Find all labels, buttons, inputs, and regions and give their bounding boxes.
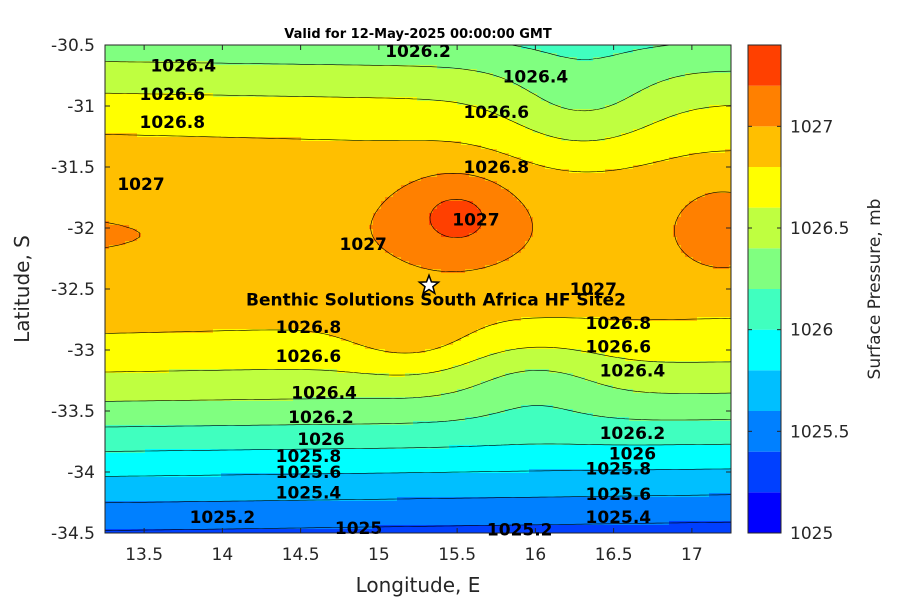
contour-label: 1026.2	[288, 408, 354, 428]
contour-label: 1026.6	[139, 85, 205, 105]
colorbar-tick-label: 1026.5	[790, 219, 849, 239]
y-axis-label: Latitude, S	[10, 235, 34, 343]
contour-label: 1025.4	[586, 508, 652, 528]
contour-label: 1026.8	[463, 158, 529, 178]
y-tick-label: -33	[67, 341, 95, 361]
contour-label: 1026.8	[276, 318, 342, 338]
contour-label: 1025.2	[190, 508, 256, 528]
colorbar-swatch	[748, 167, 781, 208]
colorbar-frame	[747, 44, 782, 534]
contour-label: 1025.8	[586, 459, 652, 479]
contour-line	[105, 134, 731, 354]
colorbar-swatch	[748, 289, 781, 330]
y-tick-label: -31.5	[51, 158, 95, 178]
colorbar-tick-label: 1025	[790, 524, 833, 544]
x-tick-label: 16.5	[595, 545, 633, 565]
colorbar-tick-label: 1026	[790, 321, 833, 341]
contour-line	[105, 494, 731, 504]
contour-label: 1027	[340, 235, 387, 255]
x-tick-label: 15	[368, 545, 390, 565]
contour-label: 1026.6	[586, 337, 652, 357]
colorbar: 1025 1025.5 1026 1026.5 1027	[748, 45, 849, 544]
plot-area	[105, 45, 731, 533]
contour-label: 1025	[335, 519, 382, 539]
contour-labels: 1026.2 1026.4 1026.4 1026.6 1026.6 1026.8 1026…	[117, 42, 665, 540]
contour-label: 1025.6	[586, 485, 652, 505]
colorbar-tick-label: 1025.5	[790, 422, 849, 442]
contour-label: 1026	[297, 430, 344, 450]
y-tick-label: -32	[67, 219, 95, 239]
x-tick-label: 13.5	[125, 545, 163, 565]
colorbar-swatch	[748, 451, 781, 493]
x-tick-label: 14.5	[282, 545, 320, 565]
x-tick-label: 15.5	[438, 545, 476, 565]
contour-label: 1025.2	[487, 520, 553, 540]
y-tick-label: -32.5	[51, 280, 95, 300]
colorbar-swatch	[748, 492, 781, 533]
contour-line	[105, 521, 731, 531]
x-tick-label: 17	[681, 545, 703, 565]
contour-label: 1027	[117, 175, 164, 195]
y-tick-label: -34	[67, 463, 95, 483]
x-tick-label: 14	[212, 545, 234, 565]
contour-label: 1026.2	[600, 424, 666, 444]
site-marker: Benthic Solutions South Africa HF Site2	[246, 273, 626, 310]
pressure-bands	[105, 45, 731, 533]
x-axis: 13.5 14 14.5 15 15.5 16 16.5 17	[125, 45, 703, 565]
x-axis-label: Longitude, E	[356, 573, 481, 597]
y-tick-label: -33.5	[51, 402, 95, 422]
y-axis: -30.5 -31 -31.5 -32 -32.5 -33 -33.5 -34 -34.5	[51, 36, 731, 544]
contour-line	[105, 92, 731, 376]
contour-label: 1026.4	[503, 68, 569, 88]
contour-line	[105, 61, 731, 402]
contour-label: 1027	[452, 210, 499, 230]
contour-label: 1026.8	[586, 314, 652, 334]
site-label: Benthic Solutions South Africa HF Site2	[246, 290, 626, 310]
contour-label: 1026.4	[291, 384, 357, 404]
contour-label: 1025.8	[276, 447, 342, 467]
contour-label: 1026.6	[463, 103, 529, 123]
contour-line	[429, 199, 483, 238]
y-tick-label: -31	[67, 97, 95, 117]
colorbar-swatch	[748, 85, 781, 127]
colorbar-tick-label: 1027	[790, 117, 833, 137]
colorbar-swatch	[748, 248, 781, 289]
colorbar-swatch	[748, 411, 781, 452]
contour-label: 1026	[609, 445, 656, 465]
site-star-icon	[417, 273, 441, 296]
contour-line	[105, 468, 731, 477]
contour-label: 1027	[570, 280, 617, 300]
colorbar-swatch	[748, 207, 781, 249]
colorbar-swatch	[748, 370, 781, 411]
chart-title: Valid for 12-May-2025 00:00:00 GMT	[284, 27, 552, 42]
contour-lines	[105, 45, 731, 531]
colorbar-label: Surface Pressure, mb	[865, 199, 885, 380]
contour-label: 1026.2	[385, 42, 451, 62]
y-tick-label: -34.5	[51, 524, 95, 544]
contour-label: 1026.6	[276, 347, 342, 367]
contour-label: 1026.4	[600, 362, 666, 382]
colorbar-swatch	[748, 45, 781, 86]
y-tick-label: -30.5	[51, 36, 95, 56]
colorbar-swatch	[748, 329, 781, 371]
contour-label: 1026.8	[139, 113, 205, 133]
contour-label: 1026.4	[150, 57, 216, 77]
contour-label: 1025.6	[276, 463, 342, 483]
contour-label: 1025.4	[276, 484, 342, 504]
contour-line	[105, 173, 731, 272]
x-tick-label: 16	[525, 545, 547, 565]
colorbar-swatch	[748, 126, 781, 167]
contour-line	[105, 443, 731, 452]
